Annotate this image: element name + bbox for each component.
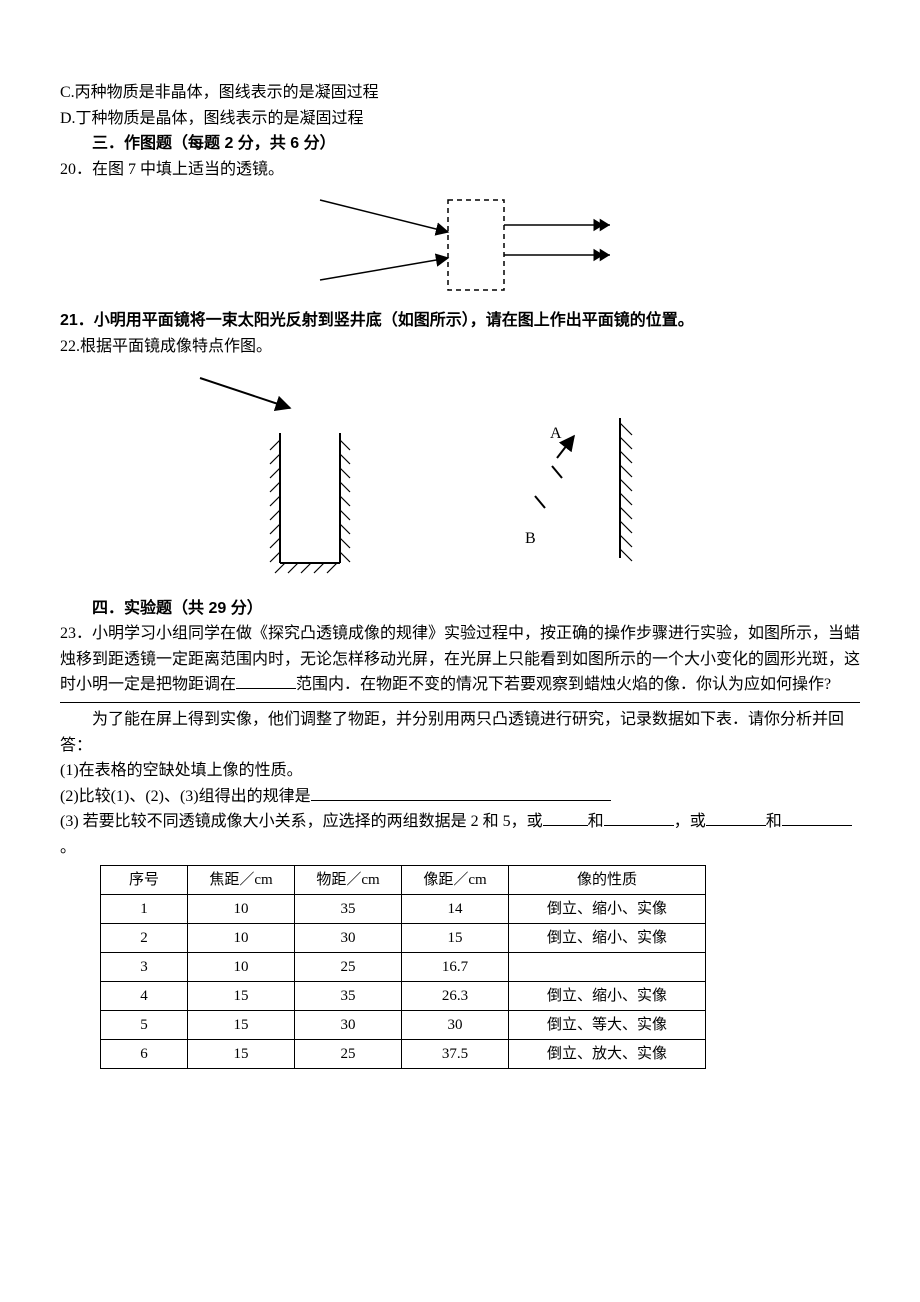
- table-cell: 35: [295, 981, 402, 1010]
- label-A: A: [550, 425, 562, 442]
- table-cell: 30: [295, 1010, 402, 1039]
- data-table: 序号焦距／cm物距／cm像距／cm像的性质 1103514倒立、缩小、实像210…: [100, 865, 706, 1069]
- table-cell: 倒立、缩小、实像: [509, 894, 706, 923]
- table-header: 物距／cm: [295, 865, 402, 894]
- table-cell: 3: [101, 952, 188, 981]
- q22-text: 22.根据平面镜成像特点作图。: [60, 334, 860, 360]
- table-row: 5153030倒立、等大、实像: [101, 1010, 706, 1039]
- q23-s2: (2)比较(1)、(2)、(3)组得出的规律是: [60, 784, 860, 810]
- table-cell: 30: [402, 1010, 509, 1039]
- answer-line: [60, 702, 860, 703]
- table-cell: 倒立、缩小、实像: [509, 923, 706, 952]
- blank-2: [311, 784, 611, 801]
- blank-5: [706, 809, 766, 826]
- q23-p1b: 范围内．在物距不变的情况下若要观察到蜡烛火焰的像．你认为应如何操作?: [296, 676, 831, 693]
- table-header: 像距／cm: [402, 865, 509, 894]
- table-cell: 15: [188, 1010, 295, 1039]
- q23-p2: 为了能在屏上得到实像，他们调整了物距，并分别用两只凸透镜进行研究，记录数据如下表…: [60, 707, 860, 758]
- table-cell: 26.3: [402, 981, 509, 1010]
- table-row: 1103514倒立、缩小、实像: [101, 894, 706, 923]
- table-header: 焦距／cm: [188, 865, 295, 894]
- table-cell: 4: [101, 981, 188, 1010]
- table-cell: 15: [402, 923, 509, 952]
- table-cell: 14: [402, 894, 509, 923]
- table-header: 序号: [101, 865, 188, 894]
- table-row: 3102516.7: [101, 952, 706, 981]
- table-cell: 25: [295, 1039, 402, 1068]
- table-cell: 5: [101, 1010, 188, 1039]
- option-c: C.丙种物质是非晶体，图线表示的是凝固过程: [60, 80, 860, 106]
- q23-s1: (1)在表格的空缺处填上像的性质。: [60, 758, 860, 784]
- table-cell: 6: [101, 1039, 188, 1068]
- q23-p1: 23．小明学习小组同学在做《探究凸透镜成像的规律》实验过程中，按正确的操作步骤进…: [60, 621, 860, 698]
- table-cell: 10: [188, 923, 295, 952]
- section-4-title: 四．实验题（共 29 分）: [60, 596, 860, 622]
- blank-3: [543, 809, 588, 826]
- table-cell: 2: [101, 923, 188, 952]
- fig-q21-q22: A B: [60, 368, 860, 588]
- table-cell: 15: [188, 981, 295, 1010]
- table-cell: 10: [188, 894, 295, 923]
- table-cell: 16.7: [402, 952, 509, 981]
- section-3-title: 三．作图题（每题 2 分，共 6 分）: [60, 131, 860, 157]
- blank-6: [782, 809, 852, 826]
- q20-text: 20．在图 7 中填上适当的透镜。: [60, 157, 860, 183]
- table-cell: 37.5: [402, 1039, 509, 1068]
- table-header: 像的性质: [509, 865, 706, 894]
- table-row: 4153526.3倒立、缩小、实像: [101, 981, 706, 1010]
- table-cell: 10: [188, 952, 295, 981]
- table-cell: 30: [295, 923, 402, 952]
- blank-1: [236, 672, 296, 689]
- q21-text: 21．小明用平面镜将一束太阳光反射到竖井底（如图所示），请在图上作出平面镜的位置…: [60, 308, 860, 334]
- fig-q20: [60, 190, 860, 300]
- table-row: 6152537.5倒立、放大、实像: [101, 1039, 706, 1068]
- table-cell: [509, 952, 706, 981]
- table-cell: 25: [295, 952, 402, 981]
- q23-s3: (3) 若要比较不同透镜成像大小关系，应选择的两组数据是 2 和 5，或和，或和…: [60, 809, 860, 860]
- blank-4: [604, 809, 674, 826]
- table-cell: 35: [295, 894, 402, 923]
- table-row: 2103015倒立、缩小、实像: [101, 923, 706, 952]
- table-cell: 倒立、等大、实像: [509, 1010, 706, 1039]
- table-cell: 15: [188, 1039, 295, 1068]
- table-cell: 倒立、缩小、实像: [509, 981, 706, 1010]
- option-d: D.丁种物质是晶体，图线表示的是凝固过程: [60, 106, 860, 132]
- table-cell: 倒立、放大、实像: [509, 1039, 706, 1068]
- table-cell: 1: [101, 894, 188, 923]
- label-B: B: [525, 530, 536, 547]
